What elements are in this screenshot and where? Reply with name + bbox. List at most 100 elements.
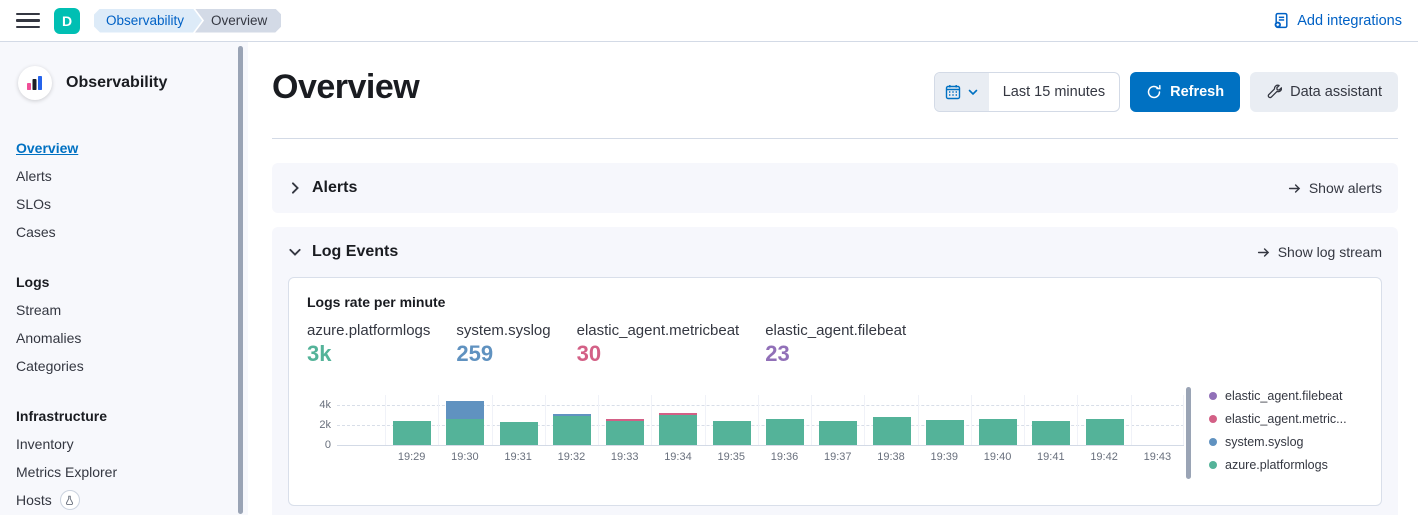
bar-segment-azure-platformlogs[interactable] bbox=[1032, 421, 1071, 445]
show-log-stream-button[interactable]: Show log stream bbox=[1257, 244, 1382, 260]
bar-segment-azure-platformlogs[interactable] bbox=[819, 421, 858, 445]
sidebar-item-label[interactable]: Cases bbox=[16, 224, 56, 240]
stacked-bar[interactable] bbox=[925, 420, 964, 445]
sidebar-item-label[interactable]: Metrics Explorer bbox=[16, 464, 118, 480]
bar-area bbox=[704, 395, 758, 445]
bar-area bbox=[651, 395, 704, 445]
sidebar-title: Observability bbox=[66, 74, 168, 91]
legend-scrollbar[interactable] bbox=[1186, 387, 1191, 479]
bar-segment-azure-platformlogs[interactable] bbox=[925, 420, 964, 445]
bar-segment-azure-platformlogs[interactable] bbox=[712, 421, 751, 445]
stacked-bar[interactable] bbox=[712, 421, 751, 445]
stacked-bar[interactable] bbox=[1032, 421, 1071, 445]
stacked-bar[interactable] bbox=[979, 419, 1018, 445]
arrow-right-icon bbox=[1257, 246, 1270, 259]
bar-segment-system-syslog[interactable] bbox=[552, 414, 591, 416]
refresh-button[interactable]: Refresh bbox=[1130, 72, 1241, 112]
bar-segment-azure-platformlogs[interactable] bbox=[765, 419, 804, 445]
breadcrumb-overview[interactable]: Overview bbox=[195, 9, 281, 33]
sidebar-item-label[interactable]: Stream bbox=[16, 302, 62, 318]
bar-segment-azure-platformlogs[interactable] bbox=[872, 417, 911, 445]
stacked-bar[interactable] bbox=[499, 422, 538, 445]
bar-segment-system-syslog[interactable] bbox=[446, 401, 485, 419]
legend-item-system-syslog[interactable]: system.syslog bbox=[1209, 435, 1363, 449]
stacked-bar[interactable] bbox=[819, 421, 858, 445]
observability-logo-icon bbox=[18, 66, 52, 100]
log-events-accordion-toggle[interactable]: Log Events bbox=[288, 243, 398, 261]
sidebar-item-categories[interactable]: Categories bbox=[16, 352, 232, 380]
bar-segment-azure-platformlogs[interactable] bbox=[606, 421, 645, 445]
bar-segment-azure-platformlogs[interactable] bbox=[979, 419, 1018, 445]
stacked-bar[interactable] bbox=[446, 401, 485, 445]
menu-icon[interactable] bbox=[16, 9, 40, 33]
top-bar: D Observability Overview Add integration… bbox=[0, 0, 1418, 42]
sidebar-section-infrastructure: Infrastructure bbox=[16, 408, 108, 424]
bar-slot-19-42: 19:42 bbox=[1077, 395, 1130, 465]
data-assistant-button[interactable]: Data assistant bbox=[1250, 72, 1398, 112]
sidebar-item-label[interactable]: Inventory bbox=[16, 436, 74, 452]
bar-area bbox=[864, 395, 917, 445]
add-integrations-icon bbox=[1273, 12, 1290, 29]
legend-item-elastic-agent-metric[interactable]: elastic_agent.metric... bbox=[1209, 412, 1363, 426]
sidebar-item-anomalies[interactable]: Anomalies bbox=[16, 324, 232, 352]
bar-segment-azure-platformlogs[interactable] bbox=[659, 415, 698, 445]
sidebar-item-label[interactable]: Categories bbox=[16, 358, 84, 374]
sidebar-item-overview[interactable]: Overview bbox=[16, 134, 232, 162]
time-range-value[interactable]: Last 15 minutes bbox=[1002, 84, 1106, 100]
sidebar-item-label[interactable]: Overview bbox=[16, 140, 79, 156]
stacked-bar[interactable] bbox=[659, 413, 698, 445]
add-integrations-button[interactable]: Add integrations bbox=[1273, 12, 1402, 29]
stacked-bar[interactable] bbox=[872, 417, 911, 445]
y-tick-4k: 4k bbox=[319, 399, 331, 411]
chevron-down-icon bbox=[967, 86, 979, 98]
stacked-bar[interactable] bbox=[552, 414, 591, 445]
bar-slot-19-40: 19:40 bbox=[970, 395, 1024, 465]
sidebar-item-label[interactable]: Alerts bbox=[16, 168, 52, 184]
sidebar-item-inventory[interactable]: Inventory bbox=[16, 430, 232, 458]
logs-rate-chart: 4k 2k 0 19:29 19:30 19:31 19:32 19:33 19:34 19… bbox=[307, 387, 1363, 479]
legend-item-azure-platformlogs[interactable]: azure.platformlogs bbox=[1209, 458, 1363, 472]
sidebar-item-stream[interactable]: Stream bbox=[16, 296, 232, 324]
sidebar-item-cases[interactable]: Cases bbox=[16, 218, 232, 246]
sidebar-item-label[interactable]: Anomalies bbox=[16, 330, 82, 346]
bar-segment-elastic-agent-metricbeat[interactable] bbox=[659, 413, 698, 415]
date-picker[interactable]: Last 15 minutes bbox=[933, 72, 1121, 112]
x-tick-label: 19:30 bbox=[451, 451, 479, 463]
sidebar-item-hosts[interactable]: Hosts bbox=[16, 486, 232, 514]
alerts-title: Alerts bbox=[312, 179, 358, 196]
refresh-icon bbox=[1146, 84, 1162, 100]
date-picker-quick-menu[interactable] bbox=[934, 73, 989, 111]
wrench-icon bbox=[1266, 84, 1283, 100]
show-alerts-button[interactable]: Show alerts bbox=[1288, 180, 1382, 196]
x-tick-label: 19:43 bbox=[1143, 451, 1172, 463]
alerts-accordion-toggle[interactable]: Alerts bbox=[288, 179, 357, 197]
breadcrumb-observability[interactable]: Observability bbox=[94, 9, 202, 33]
gridline-4k bbox=[337, 405, 1184, 406]
chart-stats: azure.platformlogs 3k system.syslog 259 elas… bbox=[307, 322, 1363, 367]
sidebar-item-label[interactable]: Hosts bbox=[16, 492, 52, 508]
stacked-bar[interactable] bbox=[393, 421, 432, 445]
x-axis-line bbox=[337, 445, 1184, 446]
header-divider bbox=[272, 138, 1398, 139]
bar-segment-azure-platformlogs[interactable] bbox=[552, 416, 591, 445]
bar-segment-azure-platformlogs[interactable] bbox=[499, 422, 538, 445]
bar-segment-azure-platformlogs[interactable] bbox=[1085, 419, 1124, 445]
stacked-bar[interactable] bbox=[1085, 419, 1124, 445]
bar-segment-azure-platformlogs[interactable] bbox=[446, 419, 485, 445]
bar-slot-19-34: 19:34 bbox=[651, 395, 704, 465]
sidebar-item-metrics-explorer[interactable]: Metrics Explorer bbox=[16, 458, 232, 486]
legend-label: elastic_agent.filebeat bbox=[1225, 389, 1343, 403]
legend-item-elastic-agent-filebeat[interactable]: elastic_agent.filebeat bbox=[1209, 389, 1363, 403]
stacked-bar[interactable] bbox=[606, 419, 645, 445]
stacked-bar[interactable] bbox=[765, 419, 804, 445]
bar-segment-azure-platformlogs[interactable] bbox=[393, 421, 432, 445]
x-tick-label: 19:34 bbox=[664, 451, 692, 463]
space-avatar[interactable]: D bbox=[54, 7, 80, 34]
sidebar-section-logs: Logs bbox=[16, 274, 50, 290]
sidebar-item-alerts[interactable]: Alerts bbox=[16, 162, 232, 190]
y-axis: 4k 2k 0 bbox=[307, 395, 337, 451]
sidebar-item-label[interactable]: SLOs bbox=[16, 196, 52, 212]
sidebar-item-slos[interactable]: SLOs bbox=[16, 190, 232, 218]
sidebar-scrollbar[interactable] bbox=[238, 46, 243, 514]
bar-segment-elastic-agent-metricbeat[interactable] bbox=[606, 419, 645, 421]
